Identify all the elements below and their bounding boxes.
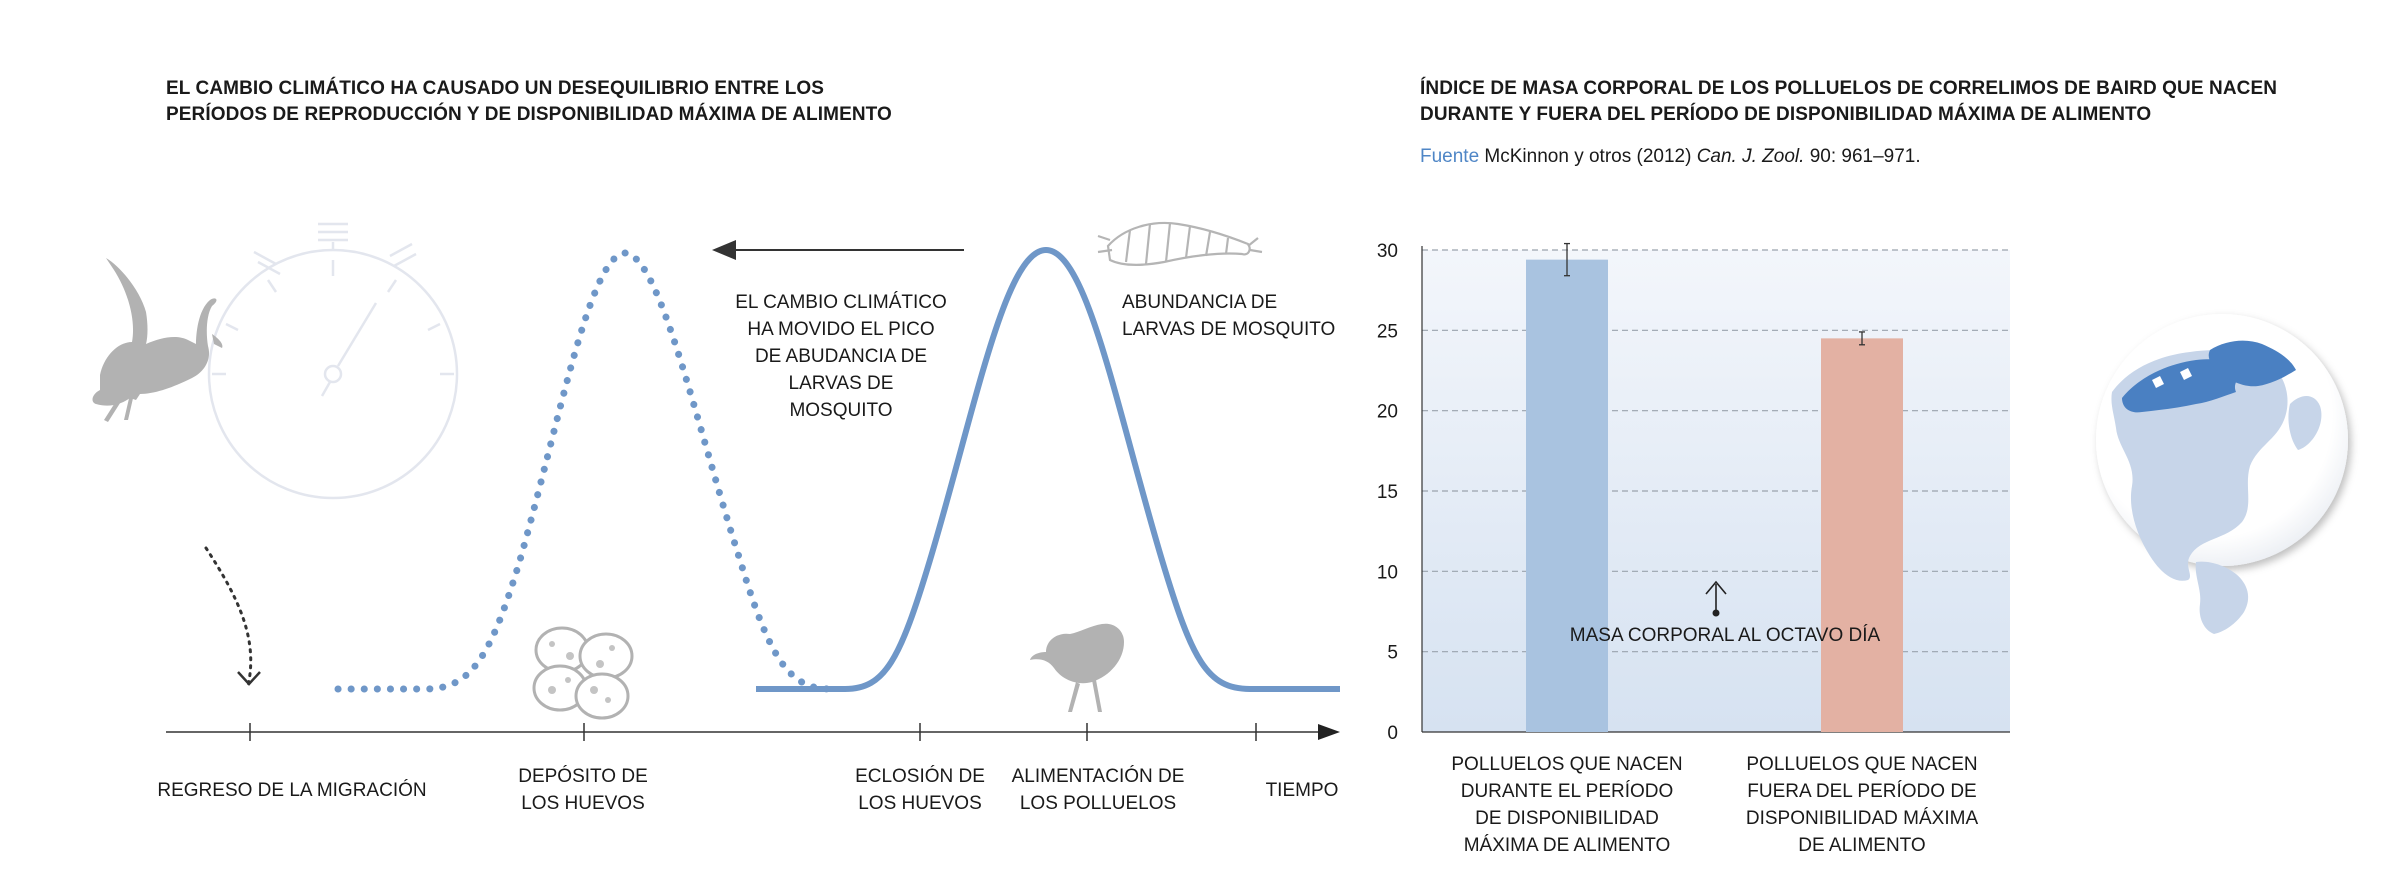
source-label: Fuente bbox=[1420, 146, 1480, 167]
left-title-line-1: EL CAMBIO CLIMÁTICO HA CAUSADO UN DESEQU… bbox=[166, 78, 825, 99]
x-category-label: POLLUELOS QUE NACEN DURANTE EL PERÍODO DE … bbox=[1451, 754, 1682, 856]
abundance-annotation: ABUNDANCIA DE LARVAS DE MOSQUITO bbox=[1122, 292, 1335, 340]
bar bbox=[1821, 338, 1903, 732]
y-tick-label: 10 bbox=[1377, 562, 1398, 583]
y-tick-label: 5 bbox=[1387, 643, 1398, 664]
larva-abundance-curve bbox=[756, 246, 1340, 692]
text-line: ABUNDANCIA DE bbox=[1122, 292, 1277, 313]
arrow-dot bbox=[1712, 609, 1720, 617]
shift-arrow-head bbox=[712, 240, 736, 260]
y-tick-label: 30 bbox=[1377, 241, 1398, 262]
label-feeding: ALIMENTACIÓN DE LOS POLLUELOS bbox=[1012, 765, 1185, 814]
category-line: MÁXIMA DE ALIMENTO bbox=[1464, 835, 1671, 856]
right-title-line-1: ÍNDICE DE MASA CORPORAL DE LOS POLLUELOS… bbox=[1420, 78, 2278, 99]
larva-icon bbox=[1097, 221, 1263, 266]
sandpiper-icon bbox=[92, 258, 223, 422]
label-time: TIEMPO bbox=[1266, 780, 1339, 801]
text-line: MOSQUITO bbox=[789, 400, 892, 421]
text-line: HA MOVIDO EL PICO bbox=[747, 319, 934, 340]
text-line: LARVAS DE bbox=[789, 373, 894, 394]
source-note: Fuente McKinnon y otros (2012) Can. J. Z… bbox=[1420, 146, 1921, 168]
source-text-b: 90: 961–971. bbox=[1804, 146, 1921, 167]
migration-arrow-head bbox=[237, 671, 261, 686]
eggs-icon bbox=[532, 626, 634, 720]
migration-arrow bbox=[204, 546, 253, 688]
up-arrow-head bbox=[1705, 580, 1727, 595]
right-panel-title: ÍNDICE DE MASA CORPORAL DE LOS POLLUELOS… bbox=[1420, 76, 2320, 128]
y-tick-label: 0 bbox=[1387, 723, 1398, 744]
text-line: LOS HUEVOS bbox=[521, 793, 645, 814]
right-title-line-2: DURANTE Y FUERA DEL PERÍODO DE DISPONIBI… bbox=[1420, 104, 2152, 125]
text-line: LOS HUEVOS bbox=[858, 793, 982, 814]
text-line: ALIMENTACIÓN DE bbox=[1012, 765, 1185, 787]
time-axis-arrow bbox=[1318, 724, 1340, 740]
y-tick-label: 20 bbox=[1377, 402, 1398, 423]
bar-chart: 0 5 10 15 20 25 30 POLLUELOS QUE NACEN DURANTE E… bbox=[1377, 241, 2010, 856]
y-tick-label: 15 bbox=[1377, 482, 1398, 503]
category-line: DE DISPONIBILIDAD bbox=[1475, 808, 1659, 829]
chick-icon bbox=[1030, 623, 1124, 712]
y-tick-label: 25 bbox=[1377, 321, 1398, 342]
category-line: DE ALIMENTO bbox=[1798, 835, 1925, 856]
original-peak-curve bbox=[334, 249, 834, 693]
time-axis-ticks bbox=[249, 723, 1257, 741]
text-line: LARVAS DE MOSQUITO bbox=[1122, 319, 1335, 340]
label-eggs-laid: DEPÓSITO DE LOS HUEVOS bbox=[518, 765, 648, 814]
globe-map-icon bbox=[2096, 314, 2348, 634]
text-line: DEPÓSITO DE bbox=[518, 765, 648, 787]
shift-annotation: EL CAMBIO CLIMÁTICO HA MOVIDO EL PICO DE A… bbox=[735, 292, 947, 421]
x-category-label: POLLUELOS QUE NACEN FUERA DEL PERÍODO DE D… bbox=[1746, 754, 1979, 856]
label-migration: REGRESO DE LA MIGRACIÓN bbox=[157, 779, 426, 801]
stopwatch-icon bbox=[207, 222, 459, 500]
text-line: LOS POLLUELOS bbox=[1020, 793, 1176, 814]
category-line: POLLUELOS QUE NACEN bbox=[1746, 754, 1977, 775]
text-line: EL CAMBIO CLIMÁTICO bbox=[735, 292, 947, 313]
body-mass-annotation: MASA CORPORAL AL OCTAVO DÍA bbox=[1570, 625, 1881, 646]
left-title-line-2: PERÍODOS DE REPRODUCCIÓN Y DE DISPONIBIL… bbox=[166, 104, 892, 125]
text-line: DE ABUDANCIA DE bbox=[755, 346, 927, 367]
category-line: DURANTE EL PERÍODO bbox=[1461, 781, 1674, 802]
category-line: DISPONIBILIDAD MÁXIMA bbox=[1746, 808, 1979, 829]
text-line: ECLOSIÓN DE bbox=[855, 765, 985, 787]
category-line: POLLUELOS QUE NACEN bbox=[1451, 754, 1682, 775]
source-text-a: McKinnon y otros (2012) bbox=[1479, 146, 1697, 167]
source-journal: Can. J. Zool. bbox=[1696, 146, 1805, 167]
label-hatching: ECLOSIÓN DE LOS HUEVOS bbox=[855, 765, 985, 814]
category-line: FUERA DEL PERÍODO DE bbox=[1747, 781, 1976, 802]
bar bbox=[1526, 259, 1608, 732]
left-panel-title: EL CAMBIO CLIMÁTICO HA CAUSADO UN DESEQU… bbox=[166, 76, 1066, 128]
